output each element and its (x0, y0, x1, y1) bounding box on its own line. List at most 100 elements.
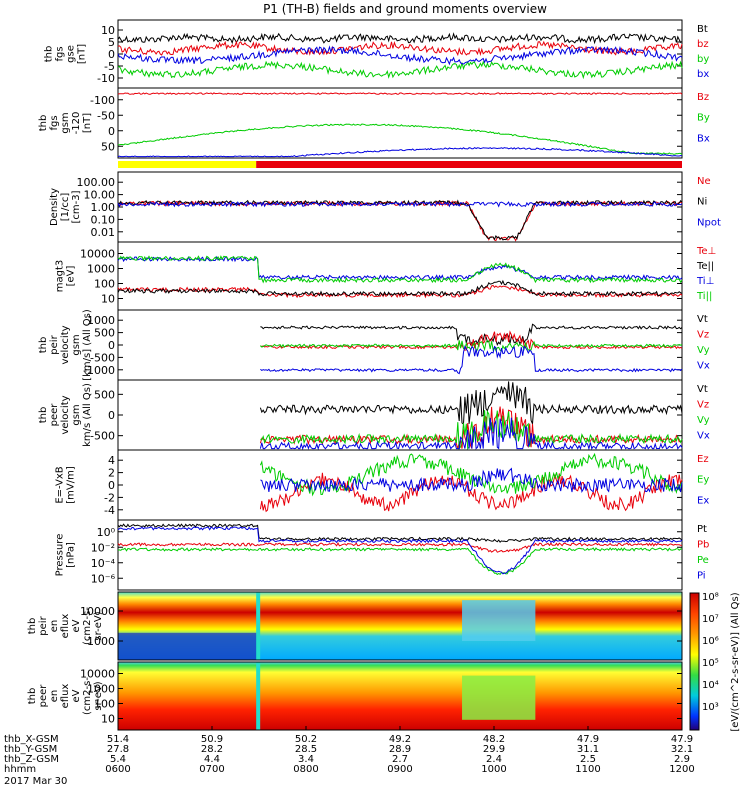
panel-2: -100 -50 0 50 thbfgsgsm-120[nT] Bz By Bx (38, 87, 710, 159)
x-row-value: 2.5 (580, 754, 596, 765)
y-tick-label: 0 (108, 339, 115, 352)
y-tick-label: 10⁰ (97, 526, 116, 539)
x-row-value: 4.4 (204, 754, 220, 765)
y-tick-label: 100.00 (77, 176, 116, 189)
x-row-value: 48.2 (483, 734, 505, 745)
x-row-value: 5.4 (110, 754, 126, 765)
y-tick-label: 10 (101, 293, 115, 306)
y-tick-label: 1000 (87, 683, 115, 696)
y-tick-label: 10000 (80, 248, 115, 261)
heatmap-lowflux-region (118, 632, 259, 660)
panel-frame (117, 241, 683, 311)
y-tick-label: 100 (94, 698, 115, 711)
legend-label: Ne (697, 176, 711, 187)
colorbar-tick-label: 10⁷ (702, 614, 719, 625)
heatmap-gap-stripe (256, 662, 261, 730)
legend-label: Vy (697, 345, 710, 356)
panel-frame (117, 19, 683, 89)
series-line-Ti⊥ (117, 255, 683, 281)
series-line-Vx (259, 417, 683, 451)
legend-label: Ni (697, 197, 707, 208)
x-row-name: hhmm (4, 764, 36, 775)
heatmap-spectrogram (118, 662, 682, 730)
y-tick-label: 5 (108, 36, 115, 49)
y-tick-label: 50 (101, 140, 115, 153)
legend-label: Vx (697, 361, 710, 372)
x-row-value: 27.8 (107, 744, 129, 755)
y-tick-label: 10.00 (84, 189, 116, 202)
x-row-value: 47.9 (577, 734, 599, 745)
x-row-value: 1200 (669, 764, 694, 775)
panel-frame (117, 87, 683, 159)
legend-label: Te|| (696, 261, 714, 272)
series-line-Vx (260, 345, 683, 375)
series-line-Ex (260, 467, 683, 494)
y-tick-label: 0 (108, 409, 115, 422)
x-row-value: 28.9 (389, 744, 411, 755)
series-line-by (117, 60, 683, 80)
y-axis-label: thbpeerenefluxeV(cm2-s-sr-eV) (27, 677, 104, 715)
x-row-name: thb_X-GSM (4, 734, 59, 745)
x-row-value: 50.2 (295, 734, 317, 745)
mode-bar-yellow (118, 161, 257, 168)
y-tick-label: 0 (108, 479, 115, 492)
legend-label: Pe (697, 555, 709, 566)
y-tick-label: 1000 (87, 263, 115, 276)
colorbar-label: [eV/(cm^2-s-sr-eV)] (All Qs) (730, 592, 741, 731)
legend-label: By (697, 113, 710, 124)
date-label: 2017 Mar 30 (4, 776, 67, 787)
colorbar-tick-label: 10⁵ (702, 658, 719, 669)
x-row-value: 0700 (199, 764, 224, 775)
series-line-Pi (117, 526, 683, 575)
legend-label: Ti|| (696, 291, 712, 302)
series-line-bz (117, 40, 683, 57)
series-line-Bz (117, 92, 683, 95)
heatmap-gap-stripe (256, 592, 261, 660)
y-tick-label: 1.00 (91, 201, 116, 214)
legend-label: Vy (697, 415, 710, 426)
x-row-value: 2.4 (486, 754, 502, 765)
y-tick-label: -50 (97, 109, 115, 122)
y-axis-label: magt3[eV] (55, 260, 77, 293)
x-row-value: 29.9 (483, 744, 505, 755)
panel-7: 420-2-4 E=-VxB[mV/m] Ez Ey Ex (55, 449, 709, 521)
y-tick-label: -10 (97, 72, 115, 85)
y-tick-label: 500 (94, 388, 115, 401)
y-tick-label: 500 (94, 327, 115, 340)
series-line-Bx (117, 146, 682, 158)
y-tick-label: 10 (101, 713, 115, 726)
series-line-Bt (117, 32, 683, 45)
y-axis-label: E=-VxB[mV/m] (55, 466, 77, 504)
panel-10: 10000 1000 100 10thbpeerenefluxeV(cm2-s-sr-… (27, 661, 683, 731)
y-tick-label: 10 (101, 24, 115, 37)
panel-frame (117, 379, 683, 451)
y-tick-label: 0 (108, 48, 115, 61)
x-row-value: 49.2 (389, 734, 411, 745)
x-row-value: 32.1 (671, 744, 693, 755)
x-row-value: 0800 (293, 764, 318, 775)
heatmap-dip-region (462, 600, 536, 641)
y-tick-label: 0 (108, 125, 115, 138)
y-axis-label: thbfgsgsm-120[nT] (38, 112, 93, 135)
x-row-value: 28.2 (201, 744, 223, 755)
x-row-name: thb_Y-GSM (4, 744, 57, 755)
x-row-value: 3.4 (298, 754, 314, 765)
panel-4: 10000 1000 100 10 magt3[eV] Te⊥ Te|| Ti⊥ Ti|| (55, 241, 716, 311)
y-tick-label: 10000 (80, 605, 115, 618)
series-line-Pb (117, 542, 683, 553)
y-axis-label: thbpeirenefluxeV(cm2-s-sr-eV) (27, 607, 104, 645)
colorbar-tick-label: 10⁶ (702, 636, 719, 647)
colorbar (689, 592, 700, 731)
legend-label: Vt (697, 384, 708, 395)
x-row-value: 51.4 (107, 734, 129, 745)
legend-label: bz (697, 39, 709, 50)
series-line-Ey (259, 452, 683, 497)
x-row-value: 47.9 (671, 734, 693, 745)
legend-label: Vz (697, 330, 709, 341)
series-line-Pt (117, 523, 683, 543)
legend-label: by (697, 54, 709, 65)
x-row-name: thb_Z-GSM (4, 754, 59, 765)
y-tick-label: -100 (90, 94, 115, 107)
